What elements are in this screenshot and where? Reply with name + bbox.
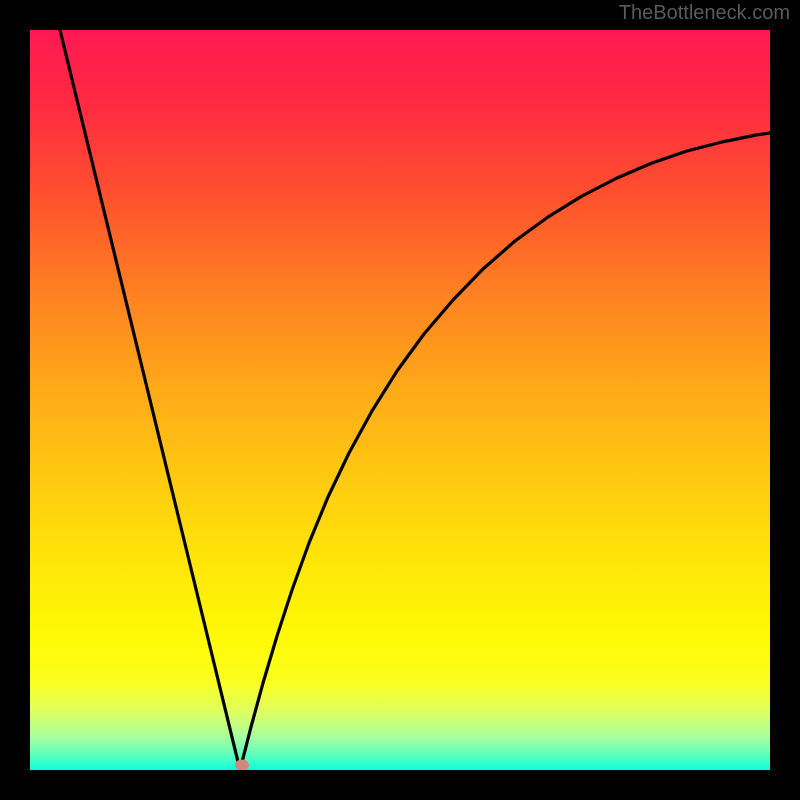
optimal-point-marker (235, 760, 249, 771)
bottleneck-curve (30, 30, 770, 770)
chart-frame: TheBottleneck.com (0, 0, 800, 800)
attribution-text: TheBottleneck.com (619, 2, 790, 25)
plot-area (30, 30, 770, 770)
